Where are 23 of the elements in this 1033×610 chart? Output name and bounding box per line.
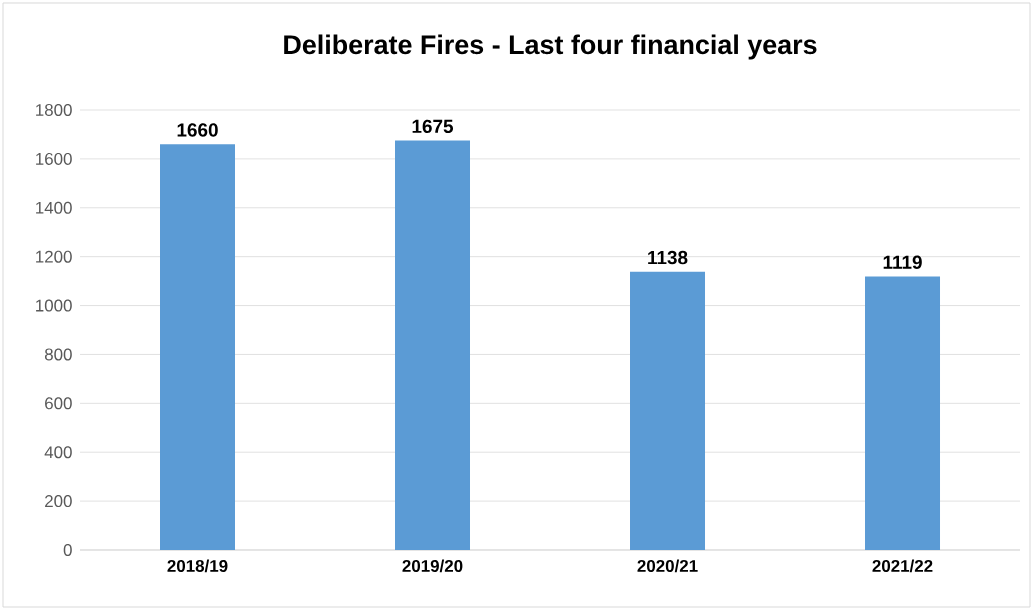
y-tick-label: 200: [45, 495, 72, 508]
x-tick-label: 2018/19: [167, 559, 228, 573]
y-tick-label: 800: [44, 348, 72, 361]
x-tick-label: 2019/20: [402, 559, 463, 573]
bar: [395, 140, 470, 550]
data-label: 1138: [648, 250, 688, 265]
bar: [160, 144, 235, 550]
y-tick-label: 1000: [36, 299, 72, 312]
y-tick-label: 1600: [36, 152, 72, 165]
data-label: 1675: [412, 119, 454, 134]
bar: [630, 271, 706, 550]
y-tick-label: 0: [63, 544, 72, 556]
y-tick-label: 400: [44, 446, 72, 459]
chart-title: Deliberate Fires - Last four financial years: [284, 34, 817, 60]
x-tick-label: 2020/21: [637, 559, 698, 573]
y-tick-label: 1800: [36, 104, 72, 116]
x-tick-label: 2021/22: [872, 559, 933, 573]
y-tick-label: 1200: [36, 250, 72, 263]
data-label: 1660: [177, 123, 218, 137]
data-label: 1119: [883, 255, 922, 269]
bar: [865, 276, 941, 550]
y-tick-label: 600: [45, 397, 72, 410]
y-tick-label: 1400: [36, 201, 72, 214]
